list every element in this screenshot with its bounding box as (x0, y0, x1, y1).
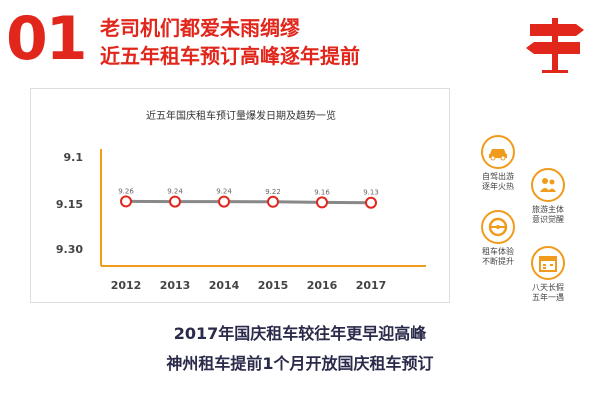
header-subtitle: 近五年租车预订高峰逐年提前 (100, 44, 360, 68)
side-feature-label: 租车体验 不断提升 (482, 247, 514, 266)
trend-line-chart: 近五年国庆租车预订量爆发日期及趋势一览 9.1 9.15 9.30 2012 2013… (56, 109, 426, 292)
x-tick-label: 2012 (111, 279, 142, 292)
data-label: 9.13 (363, 189, 379, 197)
side-feature-item: 旅游主体 意识觉醒 (520, 168, 576, 225)
side-feature-label: 八天长假 五年一遇 (532, 283, 564, 302)
series-line (125, 199, 372, 205)
y-tick-label: 9.30 (56, 243, 83, 256)
x-tick-label: 2014 (209, 279, 240, 292)
data-point (169, 195, 181, 208)
car-icon (481, 135, 515, 169)
side-feature-item: 自驾出游 逐年火热 (470, 135, 526, 192)
header-title: 老司机们都爱未雨绸缪 (100, 16, 300, 40)
header: 01 老司机们都爱未雨绸缪 近五年租车预订高峰逐年提前 (0, 0, 600, 80)
data-point (120, 195, 132, 208)
chart-title: 近五年国庆租车预订量爆发日期及趋势一览 (146, 109, 336, 122)
data-label: 9.24 (167, 188, 183, 196)
side-feature-label: 旅游主体 意识觉醒 (532, 205, 564, 224)
section-number: 01 (6, 4, 87, 74)
calendar-icon (531, 246, 565, 280)
footer-headline: 2017年国庆租车较往年更早迎高峰 (173, 324, 427, 343)
data-point (267, 195, 279, 208)
steering-wheel-icon (481, 210, 515, 244)
side-feature-label: 自驾出游 逐年火热 (482, 172, 514, 191)
x-tick-label: 2017 (356, 279, 387, 292)
people-icon (531, 168, 565, 202)
data-point (365, 196, 377, 209)
y-tick-label: 9.15 (56, 198, 83, 211)
signpost-icon (526, 18, 584, 73)
side-feature-item: 租车体验 不断提升 (470, 210, 526, 267)
y-tick-label: 9.1 (64, 151, 84, 164)
data-point (218, 195, 230, 208)
data-label: 9.26 (118, 187, 134, 195)
side-feature-item: 八天长假 五年一遇 (520, 246, 576, 303)
x-tick-label: 2016 (307, 279, 338, 292)
chart-panel: 近五年国庆租车预订量爆发日期及趋势一览 9.1 9.15 9.30 2012 2013… (30, 88, 450, 303)
x-tick-label: 2013 (160, 279, 191, 292)
footer-subline: 神州租车提前1个月开放国庆租车预订 (166, 354, 434, 373)
data-label: 9.16 (314, 188, 330, 196)
data-point (316, 196, 328, 209)
data-label: 9.22 (265, 188, 281, 196)
data-label: 9.24 (216, 188, 232, 196)
x-tick-label: 2015 (258, 279, 289, 292)
